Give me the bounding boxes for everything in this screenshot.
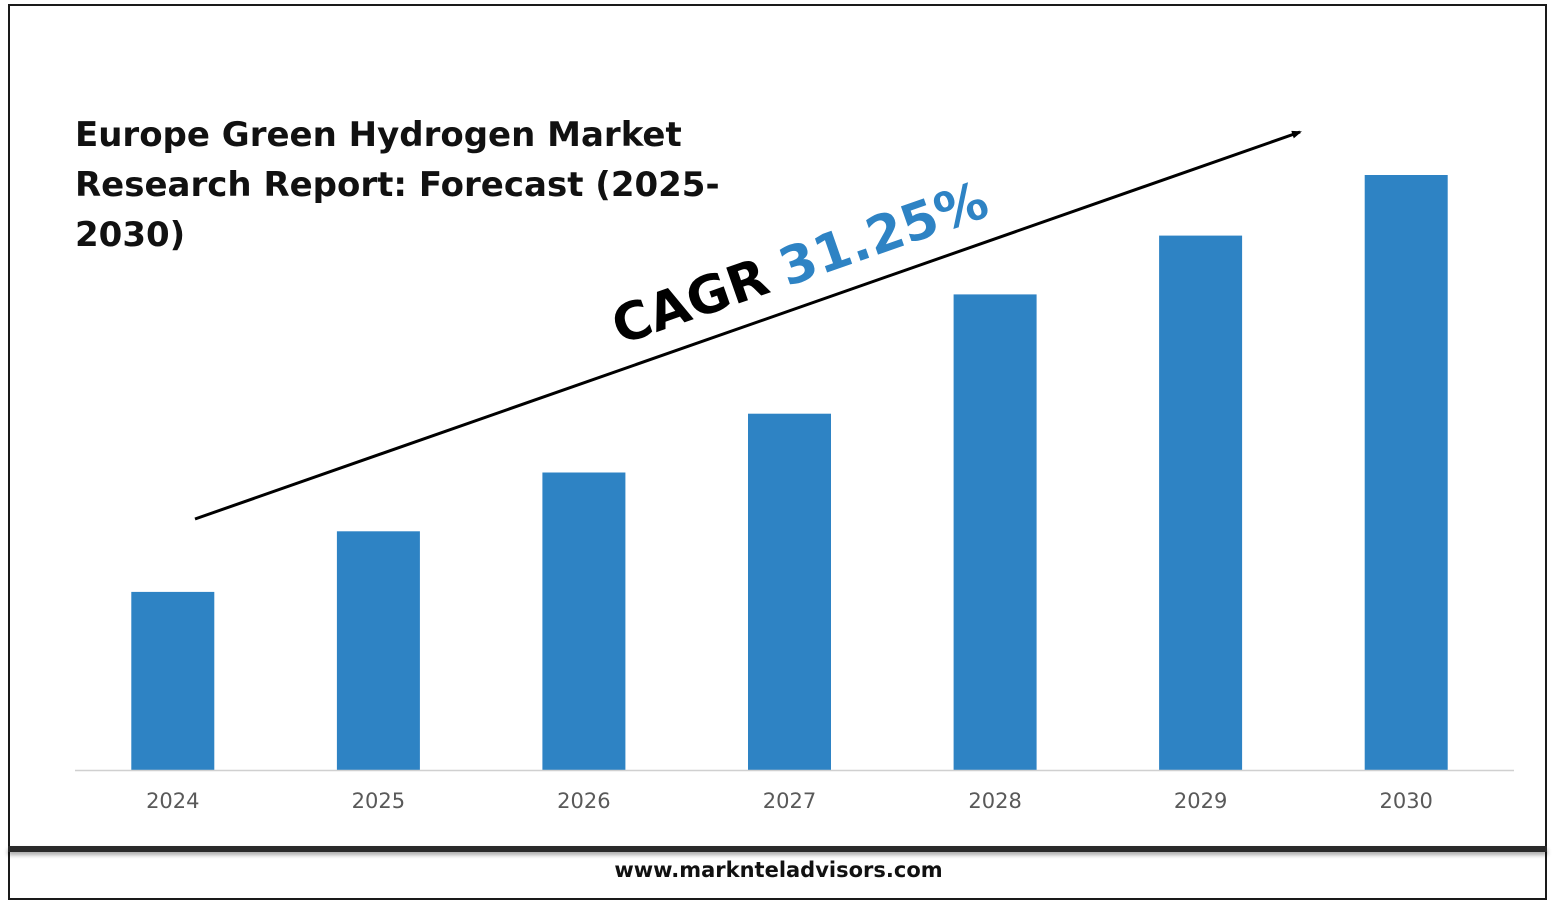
x-tick-label-2026: 2026 bbox=[557, 789, 610, 813]
bar-2025 bbox=[336, 531, 420, 770]
x-tick-label-2028: 2028 bbox=[968, 789, 1021, 813]
footer-divider bbox=[8, 846, 1547, 852]
cagr-label: CAGR bbox=[604, 247, 776, 357]
bar-2029 bbox=[1159, 235, 1243, 771]
x-tick-label-2030: 2030 bbox=[1379, 789, 1432, 813]
bar-2027 bbox=[748, 413, 831, 770]
x-tick-label-2025: 2025 bbox=[352, 789, 405, 813]
x-tick-label-2024: 2024 bbox=[146, 789, 199, 813]
bar-2028 bbox=[953, 294, 1037, 770]
x-tick-labels: 2024 2025 2026 2027 2028 2029 2030 bbox=[146, 789, 1433, 813]
bar-2024 bbox=[131, 591, 215, 770]
bar-2030 bbox=[1364, 175, 1448, 770]
cagr-value: 31.25% bbox=[772, 171, 996, 299]
bar-2026 bbox=[542, 472, 626, 770]
x-tick-label-2027: 2027 bbox=[763, 789, 816, 813]
x-tick-label-2029: 2029 bbox=[1174, 789, 1227, 813]
chart-title: Europe Green Hydrogen Market Research Re… bbox=[75, 115, 720, 255]
trend-arrow bbox=[194, 130, 1302, 521]
bars-group bbox=[131, 175, 1448, 771]
cagr-annotation: CAGR31.25% bbox=[604, 171, 995, 358]
footer-url: www.marknteladvisors.com bbox=[614, 858, 943, 882]
